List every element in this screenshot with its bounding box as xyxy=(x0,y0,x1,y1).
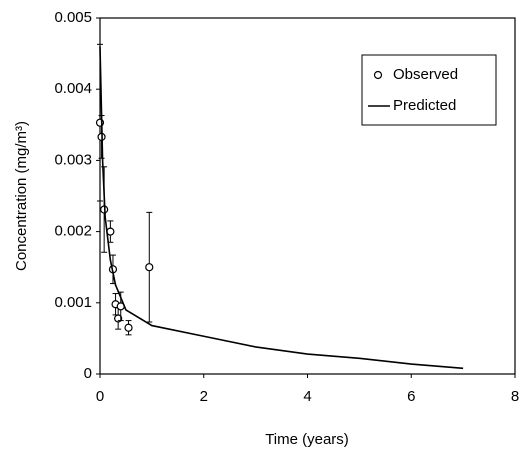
predicted-line xyxy=(99,46,464,370)
x-tick-label: 8 xyxy=(511,388,519,405)
y-axis-title: Concentration (mg/m³) xyxy=(13,121,30,271)
legend-label: Observed xyxy=(393,66,458,83)
y-tick-label: 0.002 xyxy=(54,223,92,240)
x-tick-label: 0 xyxy=(96,388,104,405)
observed-point xyxy=(124,323,133,332)
x-tick-label: 6 xyxy=(407,388,415,405)
x-tick-label: 2 xyxy=(200,388,208,405)
x-axis-title: Time (years) xyxy=(265,431,349,448)
y-tick-label: 0.005 xyxy=(54,9,92,26)
x-tick-label: 4 xyxy=(303,388,311,405)
legend-label: Predicted xyxy=(393,97,456,114)
y-tick-label: 0 xyxy=(84,365,92,382)
legend-marker xyxy=(373,70,383,80)
y-tick-label: 0.003 xyxy=(54,151,92,168)
observed-point xyxy=(145,263,154,272)
y-tick-label: 0.004 xyxy=(54,80,92,97)
y-tick-label: 0.001 xyxy=(54,294,92,311)
legend-box xyxy=(361,54,497,126)
